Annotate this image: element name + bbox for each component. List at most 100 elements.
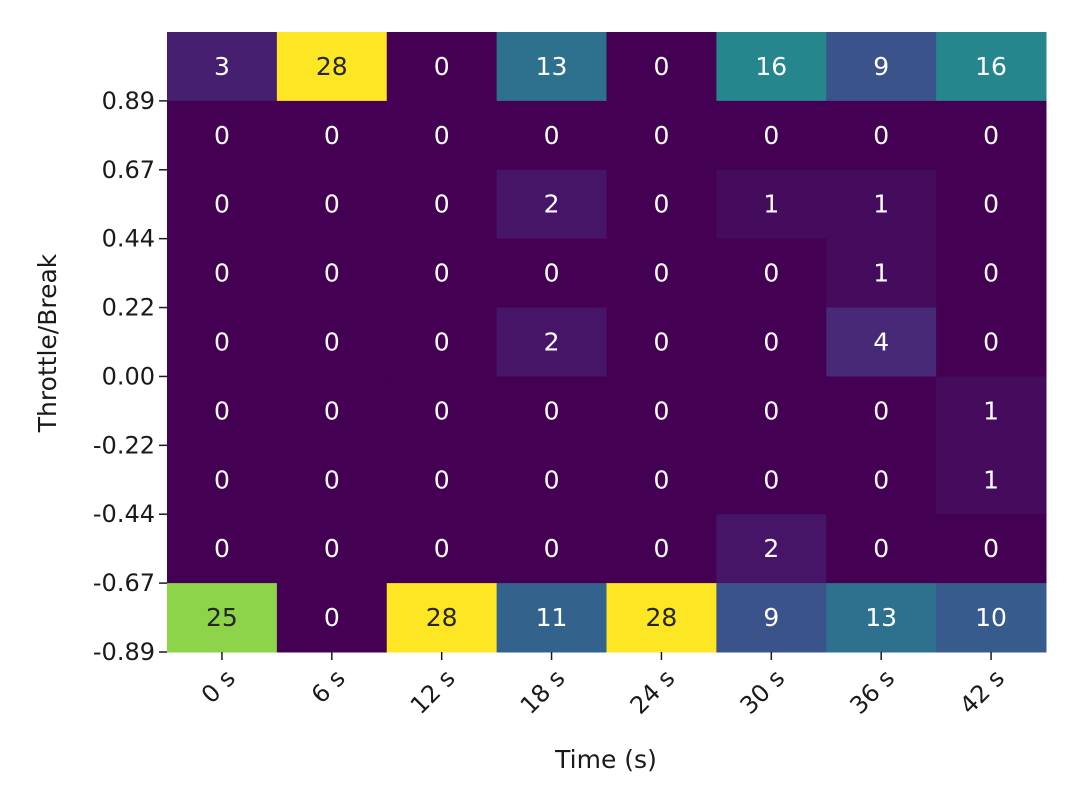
cell-value-label: 4 <box>873 328 889 357</box>
heatmap-cell <box>496 583 607 653</box>
heatmap-cell <box>167 238 278 309</box>
cell-value-label: 0 <box>214 328 230 357</box>
y-tick-label: 0.89 <box>102 87 155 115</box>
cell-value-label: 2 <box>544 328 560 357</box>
heatmap-cell <box>936 514 1047 584</box>
cell-value-label: 0 <box>653 121 669 150</box>
cell-value-label: 0 <box>434 534 450 563</box>
heatmap-cell <box>496 307 607 377</box>
heatmap-cell <box>167 514 278 584</box>
cell-value-label: 10 <box>975 603 1007 632</box>
heatmap-cell <box>826 445 937 515</box>
cell-value-label: 0 <box>544 465 560 494</box>
cell-value-label: 0 <box>873 396 889 425</box>
y-axis-label: Throttle/Break <box>33 253 62 433</box>
cell-value-label: 0 <box>763 396 779 425</box>
heatmap-cell <box>386 445 498 515</box>
y-tick-label: 0.22 <box>102 294 155 322</box>
cell-value-label: 0 <box>214 190 230 219</box>
cell-value-label: 2 <box>763 534 779 563</box>
cell-value-label: 0 <box>214 465 230 494</box>
heatmap-cell <box>386 238 498 309</box>
cell-value-label: 0 <box>653 465 669 494</box>
cell-value-label: 28 <box>426 603 458 632</box>
cell-value-label: 0 <box>434 52 450 81</box>
y-tick-label: 0.00 <box>102 362 155 390</box>
x-tick-label: 24 s <box>625 664 681 720</box>
heatmap-cell <box>276 307 388 377</box>
heatmap-cell <box>936 445 1047 515</box>
heatmap-cell <box>936 32 1047 102</box>
heatmap-cell <box>167 445 278 515</box>
heatmap-cell <box>936 238 1047 309</box>
x-tick-label: 18 s <box>515 664 571 720</box>
cell-value-label: 0 <box>653 396 669 425</box>
heatmap-cell <box>386 32 498 102</box>
heatmap-cell <box>606 32 717 102</box>
cell-value-label: 0 <box>763 328 779 357</box>
cell-value-label: 0 <box>324 465 340 494</box>
x-tick-label: 6 s <box>306 664 351 709</box>
cell-value-label: 1 <box>983 465 999 494</box>
heatmap-cell <box>276 100 388 171</box>
heatmap-cell <box>826 169 937 240</box>
x-tick-label: 0 s <box>196 664 241 709</box>
cell-value-label: 0 <box>434 190 450 219</box>
heatmap-cell <box>496 514 607 584</box>
cell-value-label: 1 <box>983 396 999 425</box>
cell-value-label: 16 <box>755 52 787 81</box>
cell-value-label: 13 <box>536 52 568 81</box>
heatmap-cell <box>606 514 717 584</box>
heatmap-cell <box>386 100 498 171</box>
heatmap-cell <box>936 169 1047 240</box>
heatmap-cell <box>167 32 278 102</box>
y-axis: 0.89 0.67 0.44 0.22 0.00 -0.22 -0.44 -0.67 -0.89 <box>93 87 167 666</box>
cell-value-label: 0 <box>544 396 560 425</box>
cell-value-label: 0 <box>653 52 669 81</box>
heatmap-cell <box>716 307 827 377</box>
cell-value-label: 0 <box>434 328 450 357</box>
cell-value-label: 0 <box>324 534 340 563</box>
heatmap-cell <box>936 100 1047 171</box>
cell-value-label: 0 <box>214 121 230 150</box>
heatmap-cell <box>496 100 607 171</box>
cell-value-label: 9 <box>763 603 779 632</box>
cell-value-label: 0 <box>434 121 450 150</box>
heatmap-cell <box>167 307 278 377</box>
cell-value-label: 0 <box>983 259 999 288</box>
cell-value-label: 0 <box>983 190 999 219</box>
cell-value-label: 11 <box>536 603 568 632</box>
heatmap-cell <box>386 583 498 653</box>
heatmap-cell <box>826 238 937 309</box>
heatmap-cell <box>496 376 607 446</box>
cell-value-label: 0 <box>653 328 669 357</box>
heatmap-cell <box>167 376 278 446</box>
heatmap-cell <box>716 169 827 240</box>
cell-value-label: 0 <box>544 121 560 150</box>
cell-value-label: 0 <box>214 396 230 425</box>
cell-value-label: 0 <box>983 534 999 563</box>
y-tick-label: -0.67 <box>93 569 155 597</box>
cell-value-labels: 3 28 0 13 0 16 9 160 0 0 0 0 0 0 00 0 0 2 0 1 1 00 0 0 0 0 0 1 00 0 0 2… <box>206 52 1007 632</box>
heatmap-cell <box>716 376 827 446</box>
heatmap-cell <box>386 376 498 446</box>
cell-value-label: 0 <box>434 259 450 288</box>
cell-value-label: 0 <box>324 396 340 425</box>
cell-value-label: 2 <box>544 190 560 219</box>
heatmap-cells <box>167 32 1047 653</box>
y-tick-label: -0.22 <box>93 431 155 459</box>
heatmap-cell <box>936 307 1047 377</box>
heatmap-cell <box>606 169 717 240</box>
cell-value-label: 0 <box>214 534 230 563</box>
heatmap-cell <box>606 238 717 309</box>
heatmap-cell <box>716 583 827 653</box>
heatmap-cell <box>276 583 388 653</box>
heatmap-cell <box>606 445 717 515</box>
cell-value-label: 0 <box>983 328 999 357</box>
heatmap-cell <box>606 583 717 653</box>
heatmap-cell <box>276 445 388 515</box>
cell-value-label: 0 <box>763 259 779 288</box>
x-axis-label: Time (s) <box>554 745 657 774</box>
y-tick-label: -0.44 <box>93 500 155 528</box>
cell-value-label: 0 <box>434 465 450 494</box>
